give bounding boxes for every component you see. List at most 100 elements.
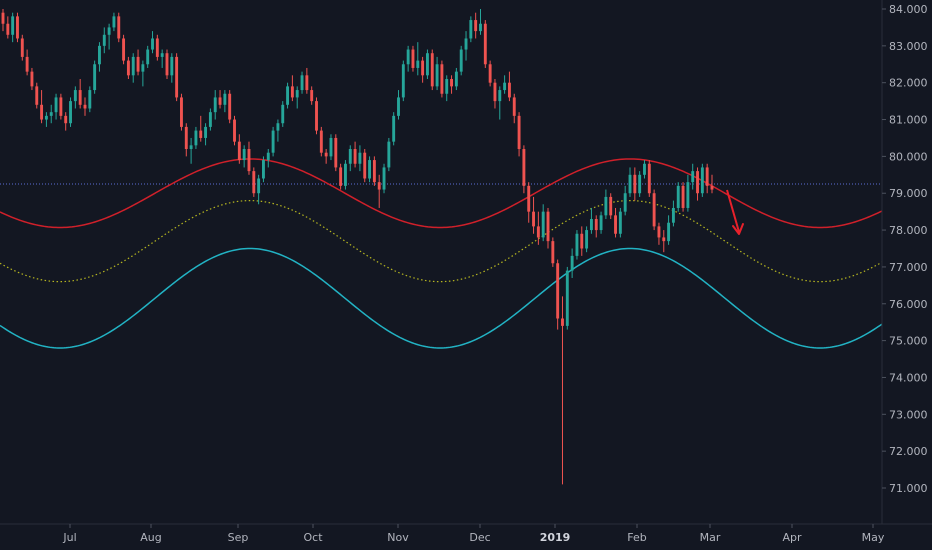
candle[interactable] xyxy=(512,93,516,124)
candle[interactable] xyxy=(223,90,227,113)
candle[interactable] xyxy=(315,97,318,135)
candle[interactable] xyxy=(117,12,121,43)
candle[interactable] xyxy=(397,90,400,120)
candle[interactable] xyxy=(146,45,150,68)
plot-area[interactable] xyxy=(0,9,883,485)
candle[interactable] xyxy=(126,56,130,80)
candle[interactable] xyxy=(551,237,555,267)
candle[interactable] xyxy=(700,163,704,197)
candle[interactable] xyxy=(604,189,608,220)
candle[interactable] xyxy=(643,160,646,179)
candle[interactable] xyxy=(112,12,116,32)
candle[interactable] xyxy=(54,93,58,120)
candle[interactable] xyxy=(83,97,87,116)
candle[interactable] xyxy=(329,134,333,161)
candle[interactable] xyxy=(6,16,10,39)
candle[interactable] xyxy=(353,141,357,168)
candle[interactable] xyxy=(527,182,531,223)
candle[interactable] xyxy=(136,49,140,76)
candle[interactable] xyxy=(686,174,690,212)
candle[interactable] xyxy=(262,156,265,183)
candle[interactable] xyxy=(184,123,188,157)
candle[interactable] xyxy=(618,207,622,238)
candle[interactable] xyxy=(339,163,343,190)
candle[interactable] xyxy=(638,171,642,197)
candle[interactable] xyxy=(189,137,193,164)
candle[interactable] xyxy=(594,215,598,238)
candle[interactable] xyxy=(35,82,39,109)
candle[interactable] xyxy=(78,79,82,109)
price-axis[interactable]: 84.000 83.000 82.000 81.000 80.000 79.000 78.0… xyxy=(881,0,928,524)
candle[interactable] xyxy=(406,45,410,72)
candle[interactable] xyxy=(170,53,174,83)
candle[interactable] xyxy=(295,86,299,109)
candle[interactable] xyxy=(556,259,560,330)
candle[interactable] xyxy=(30,67,34,91)
candle[interactable] xyxy=(546,207,550,249)
candle[interactable] xyxy=(691,163,695,190)
candle[interactable] xyxy=(503,75,507,94)
candle[interactable] xyxy=(450,75,453,94)
candle[interactable] xyxy=(565,266,569,330)
candle[interactable] xyxy=(73,86,77,109)
candle[interactable] xyxy=(696,167,699,201)
candle[interactable] xyxy=(445,75,449,102)
candle[interactable] xyxy=(469,16,473,43)
candle[interactable] xyxy=(175,53,179,102)
candle[interactable] xyxy=(479,9,482,35)
candle[interactable] xyxy=(464,31,468,61)
candle[interactable] xyxy=(247,141,251,175)
candle[interactable] xyxy=(435,56,439,91)
candle[interactable] xyxy=(575,230,579,260)
candle[interactable] xyxy=(536,211,540,245)
candle[interactable] xyxy=(286,82,290,109)
candle[interactable] xyxy=(305,67,309,94)
candle[interactable] xyxy=(20,34,24,61)
candle[interactable] xyxy=(319,126,323,157)
candle[interactable] xyxy=(233,115,236,146)
candle[interactable] xyxy=(102,27,106,54)
candle[interactable] xyxy=(541,204,545,242)
candle[interactable] xyxy=(252,167,256,197)
candle[interactable] xyxy=(474,12,478,39)
candle[interactable] xyxy=(98,42,101,72)
candle[interactable] xyxy=(93,60,97,94)
candle[interactable] xyxy=(281,101,285,127)
candle[interactable] xyxy=(633,167,637,201)
candle[interactable] xyxy=(204,123,208,146)
candle[interactable] xyxy=(623,185,627,216)
candle[interactable] xyxy=(609,193,613,220)
candle[interactable] xyxy=(681,182,685,212)
candle[interactable] xyxy=(348,145,352,172)
candle[interactable] xyxy=(131,53,135,83)
candle[interactable] xyxy=(40,90,44,124)
candle[interactable] xyxy=(242,145,246,168)
candle[interactable] xyxy=(377,174,381,208)
candle[interactable] xyxy=(483,20,487,68)
candle[interactable] xyxy=(647,160,651,197)
candle[interactable] xyxy=(49,104,53,124)
candle[interactable] xyxy=(59,93,63,120)
candle[interactable] xyxy=(290,75,294,102)
candle[interactable] xyxy=(208,108,212,131)
candle[interactable] xyxy=(416,42,420,76)
candle[interactable] xyxy=(430,49,434,91)
candle[interactable] xyxy=(300,71,304,94)
time-axis[interactable]: Jul Aug Sep Oct Nov Dec 2019 Feb Mar Apr May xyxy=(0,523,932,544)
candle[interactable] xyxy=(507,71,511,102)
candle[interactable] xyxy=(25,49,29,76)
candle[interactable] xyxy=(580,226,584,256)
candle[interactable] xyxy=(498,86,502,120)
candle[interactable] xyxy=(710,174,714,194)
candle[interactable] xyxy=(599,211,603,234)
candle[interactable] xyxy=(180,93,183,131)
candle[interactable] xyxy=(676,182,680,212)
candle[interactable] xyxy=(69,97,72,127)
candle[interactable] xyxy=(372,156,376,186)
candle[interactable] xyxy=(392,112,396,146)
candle[interactable] xyxy=(122,34,126,65)
candle[interactable] xyxy=(652,189,656,231)
candle[interactable] xyxy=(585,226,589,253)
candle[interactable] xyxy=(662,230,666,253)
